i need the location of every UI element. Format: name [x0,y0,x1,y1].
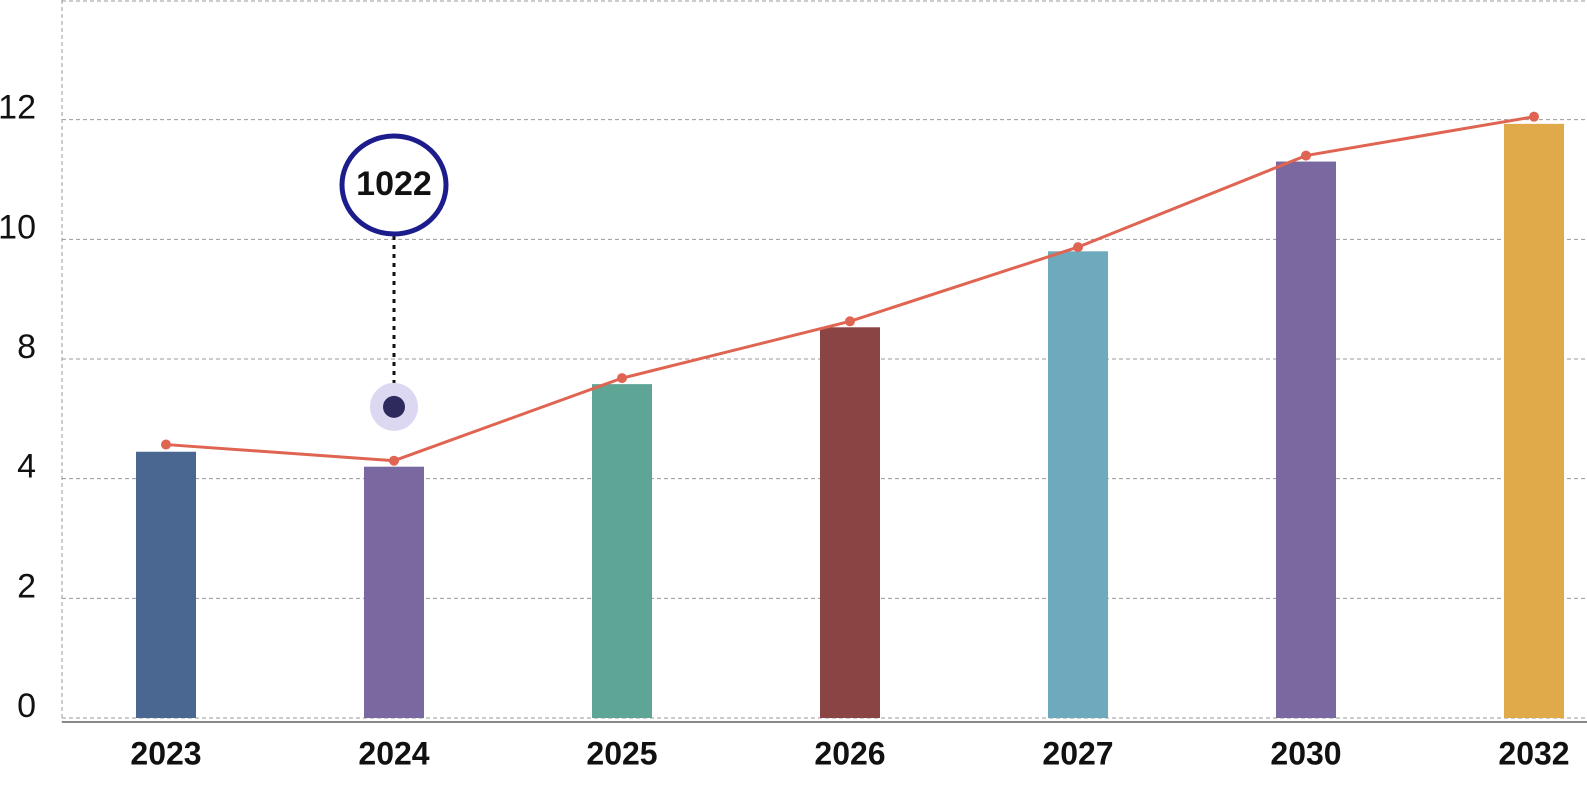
x-tick-label: 2027 [1042,735,1113,771]
x-tick-label: 2026 [814,735,885,771]
x-tick-label: 2024 [358,735,429,771]
x-tick-label: 2023 [130,735,201,771]
y-tick-label: 4 [17,448,36,486]
y-tick-label: 12 [0,89,36,127]
line-point [845,316,855,327]
bar [136,451,196,718]
bar [592,384,652,718]
bar [364,466,424,718]
annotation-bubble [339,133,449,237]
bar [820,327,880,718]
line-point [1529,111,1539,122]
x-tick-label: 2025 [586,735,657,771]
bar [1504,123,1564,719]
line-point [1073,242,1083,253]
annotation-text: 1022 [356,165,432,203]
x-tick-label: 2032 [1498,735,1569,771]
bar [1048,251,1108,719]
line-point [1301,150,1311,161]
y-tick-label: 2 [17,567,36,605]
annotation-point [383,395,405,418]
bar [1276,161,1336,719]
y-tick-label: 0 [17,687,36,725]
y-tick-label: 10 [0,208,36,246]
x-tick-label: 2030 [1270,735,1341,771]
line-point [617,373,627,384]
y-tick-label: 8 [17,328,36,366]
line-point [161,439,171,450]
line-point [389,455,399,466]
